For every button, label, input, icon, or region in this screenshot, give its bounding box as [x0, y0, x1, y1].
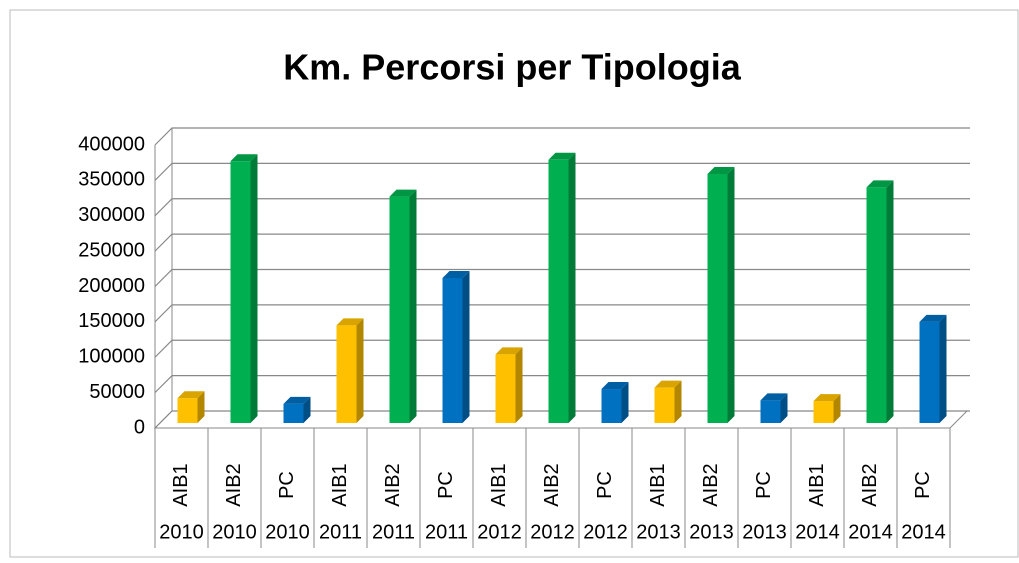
x-tick-label: AIB2 [700, 463, 722, 506]
bar [389, 196, 410, 423]
bar-side [250, 154, 258, 423]
y-tick-label: 400000 [78, 133, 145, 155]
bar [442, 277, 463, 423]
y-tick-label: 50000 [89, 381, 145, 403]
bar-side [462, 270, 470, 423]
x-tick-label: AIB1 [647, 463, 669, 506]
bar-side [621, 382, 629, 423]
bar [601, 389, 622, 423]
bar-top [495, 347, 523, 355]
bar-top [813, 394, 841, 402]
bar [654, 387, 675, 423]
bar-top [283, 396, 311, 404]
group-label: 2014 [901, 521, 946, 543]
chart-title: Km. Percorsi per Tipologia [283, 47, 741, 88]
group-label: 2011 [319, 521, 362, 543]
x-tick-label: AIB1 [806, 463, 828, 506]
group-label: 2010 [159, 521, 204, 543]
bar-top [601, 382, 629, 390]
y-tick-label: 0 [134, 416, 145, 438]
x-tick-label: PC [912, 471, 934, 499]
group-label: 2013 [689, 521, 734, 543]
group-label: 2012 [583, 521, 628, 543]
group-label: 2014 [795, 521, 840, 543]
bar-top [442, 270, 470, 278]
bar-side [515, 347, 523, 423]
bar-top [177, 391, 205, 399]
bar-side [780, 393, 788, 423]
y-tick-label: 300000 [78, 204, 145, 226]
group-label: 2010 [265, 521, 310, 543]
bar-top [654, 380, 682, 388]
grid-line [154, 162, 970, 181]
chart-frame [9, 9, 1019, 558]
bar-top [336, 318, 364, 326]
group-label: 2012 [477, 521, 522, 543]
group-label: 2010 [212, 521, 257, 543]
bar [760, 400, 781, 423]
grid-line [154, 375, 970, 394]
x-tick-label: AIB1 [170, 463, 192, 506]
grid-line [154, 233, 970, 252]
x-tick-label: AIB2 [859, 463, 881, 506]
grid-line [154, 339, 970, 358]
x-tick-label: PC [753, 471, 775, 499]
y-tick-label: 250000 [78, 239, 145, 261]
group-label: 2011 [425, 521, 468, 543]
bar [230, 161, 251, 423]
x-tick-label: AIB2 [541, 463, 563, 506]
bar [548, 159, 569, 423]
x-tick-label: PC [594, 471, 616, 499]
grid-line [154, 304, 970, 323]
bar-side [886, 180, 894, 423]
bar-side [727, 166, 735, 423]
bar [177, 398, 198, 423]
group-label: 2013 [636, 521, 681, 543]
bar-side [833, 394, 841, 423]
grid-line [154, 410, 970, 429]
y-tick-label: 150000 [78, 310, 145, 332]
y-tick-label: 200000 [78, 275, 145, 297]
group-label: 2013 [742, 521, 787, 543]
grid-line [154, 198, 970, 217]
bar [813, 401, 834, 423]
group-label: 2012 [530, 521, 575, 543]
x-tick-label: PC [435, 471, 457, 499]
bar [919, 321, 940, 423]
bar [707, 173, 728, 423]
group-label: 2014 [848, 521, 893, 543]
bar [336, 325, 357, 423]
bar [866, 187, 887, 423]
x-tick-label: AIB1 [488, 463, 510, 506]
bar-side [409, 189, 417, 423]
bar-top [919, 314, 947, 322]
bar-top [230, 154, 258, 162]
y-tick-label: 100000 [78, 346, 145, 368]
x-tick-label: AIB2 [223, 463, 245, 506]
bar-top [707, 166, 735, 174]
grid-line [154, 127, 970, 146]
bar [495, 354, 516, 423]
bar [283, 403, 304, 423]
x-tick-label: AIB1 [329, 463, 351, 506]
bar-top [866, 180, 894, 188]
bar-top [548, 152, 576, 160]
bar-side [674, 380, 682, 423]
bar-side [356, 318, 364, 423]
bar-top [389, 189, 417, 197]
bar-side [197, 391, 205, 423]
x-tick-label: PC [276, 471, 298, 499]
bar-side [939, 314, 947, 423]
x-tick-label: AIB2 [382, 463, 404, 506]
bar-side [303, 396, 311, 423]
bar-top [760, 393, 788, 401]
grid-line [154, 268, 970, 287]
bar-side [568, 152, 576, 423]
y-tick-label: 350000 [78, 169, 145, 191]
group-label: 2011 [372, 521, 415, 543]
